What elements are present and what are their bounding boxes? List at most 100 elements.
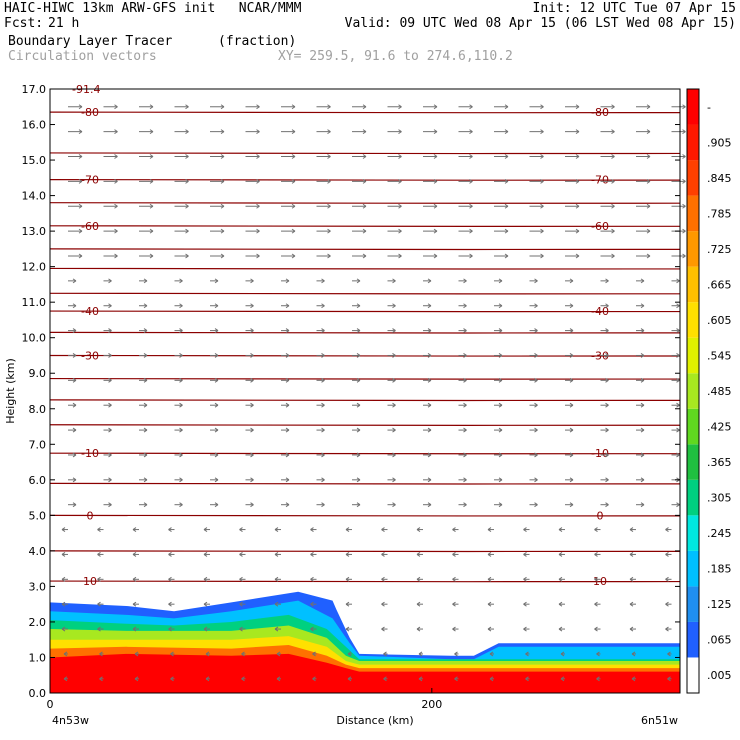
vector-arrowhead [214, 303, 219, 309]
vector-arrowhead [321, 328, 325, 334]
vector-arrowhead [534, 477, 538, 483]
y-axis-label: Height (km) [4, 358, 17, 424]
vector-arrowhead [676, 278, 680, 284]
vector-arrowhead [427, 328, 432, 334]
vector-arrowhead [381, 576, 385, 582]
vector-arrowhead [168, 626, 172, 632]
vector-arrowhead [143, 477, 148, 483]
vector-arrowhead [487, 527, 492, 532]
vector-arrowhead [274, 626, 279, 632]
vector-arrowhead [291, 253, 296, 259]
vector-arrowhead [356, 402, 361, 408]
vector-arrowhead [179, 452, 183, 458]
colorbar-label: .665 [707, 278, 732, 291]
vector-arrowhead [452, 576, 456, 582]
vector-arrowhead [327, 253, 331, 259]
vector-arrowhead [250, 328, 254, 334]
isotherm-label: -40 [81, 305, 99, 318]
vector-arrowhead [310, 626, 314, 632]
vector-arrowhead [241, 676, 245, 682]
vector-arrowhead [682, 228, 686, 234]
y-tick-label: 14.0 [22, 190, 47, 203]
vector-arrowhead [256, 178, 260, 184]
isotherm-line [49, 201, 681, 205]
vector-arrowhead [256, 253, 260, 259]
vector-arrowhead [392, 353, 396, 358]
vector-arrowhead [611, 253, 615, 259]
vector-arrowhead [569, 427, 574, 433]
vector-arrowhead [310, 527, 314, 532]
vector-arrowhead [682, 104, 686, 110]
vector-arrowhead [398, 129, 402, 135]
vector-arrowhead [534, 402, 538, 408]
vector-arrowhead [185, 203, 189, 209]
vector-arrowhead [487, 576, 492, 582]
vector-arrowhead [416, 552, 421, 557]
vector-arrowhead [534, 452, 538, 458]
vector-arrowhead [72, 502, 77, 508]
isotherm-line [49, 111, 681, 114]
vector-arrowhead [108, 402, 112, 408]
vector-arrowhead [416, 626, 421, 632]
vector-arrowhead [72, 402, 77, 408]
vector-arrowhead [250, 502, 254, 508]
vector-arrowhead [398, 203, 402, 209]
vector-arrowhead [214, 328, 219, 334]
vector-arrowhead [250, 278, 254, 284]
vector-arrowhead [250, 377, 254, 383]
vector-arrowhead [463, 427, 467, 433]
vector-arrowhead [534, 427, 538, 433]
vector-arrowhead [392, 377, 396, 383]
vector-arrowhead [540, 253, 544, 259]
vector-arrowhead [132, 576, 137, 582]
vector-arrowhead [398, 253, 402, 259]
vector-arrowhead [392, 402, 396, 408]
vector-arrowhead [310, 601, 314, 607]
isotherm-line [49, 580, 681, 583]
vector-arrowhead [569, 303, 574, 309]
isotherm-label: -30 [81, 349, 99, 362]
vector-arrowhead [63, 651, 68, 657]
vector-arrowhead [534, 303, 538, 309]
vector-arrowhead [569, 353, 574, 358]
vector-arrowhead [569, 502, 574, 508]
field-name: Boundary Layer Tracer [8, 34, 173, 49]
y-tick-label: 5.0 [29, 509, 47, 522]
vector-arrowhead [239, 552, 243, 557]
vector-arrowhead [427, 502, 432, 508]
vector-arrowhead [504, 154, 509, 159]
colorbar-label: .185 [707, 563, 732, 576]
vector-arrowhead [682, 154, 686, 159]
vector-arrowhead [504, 228, 509, 234]
vector-arrowhead [108, 303, 112, 309]
forecast-label: Fcst: [4, 16, 44, 31]
vector-arrowhead [629, 552, 634, 557]
vector-arrowhead [463, 477, 467, 483]
vector-arrowhead [321, 353, 325, 358]
vector-arrowhead [132, 601, 137, 607]
x-tick-label: 200 [421, 698, 442, 711]
vector-arrowhead [285, 452, 290, 458]
vector-arrowhead [241, 651, 245, 657]
vector-arrowhead [291, 178, 296, 184]
vector-arrowhead [149, 178, 154, 184]
x-end-label-left: 4n53w [52, 714, 89, 727]
vector-arrowhead [132, 527, 137, 532]
vector-arrowhead [525, 651, 529, 657]
vector-arrowhead [676, 502, 680, 508]
tracer-layer-6 [50, 653, 680, 693]
isotherm-line [49, 292, 681, 295]
vector-arrowhead [285, 502, 290, 508]
colorbar-label: .245 [707, 527, 732, 540]
vector-arrowhead [676, 353, 680, 358]
vector-arrowhead [256, 154, 260, 159]
isotherm-label: -70 [81, 174, 99, 187]
vector-arrowhead [285, 328, 290, 334]
colorbar-swatch [687, 124, 699, 161]
vector-arrowhead [345, 601, 350, 607]
vector-arrowhead [611, 228, 615, 234]
isotherm-label: 0 [597, 509, 604, 522]
vector-arrowhead [523, 552, 527, 557]
vector-arrowhead [498, 502, 503, 508]
vector-arrowhead [72, 377, 77, 383]
